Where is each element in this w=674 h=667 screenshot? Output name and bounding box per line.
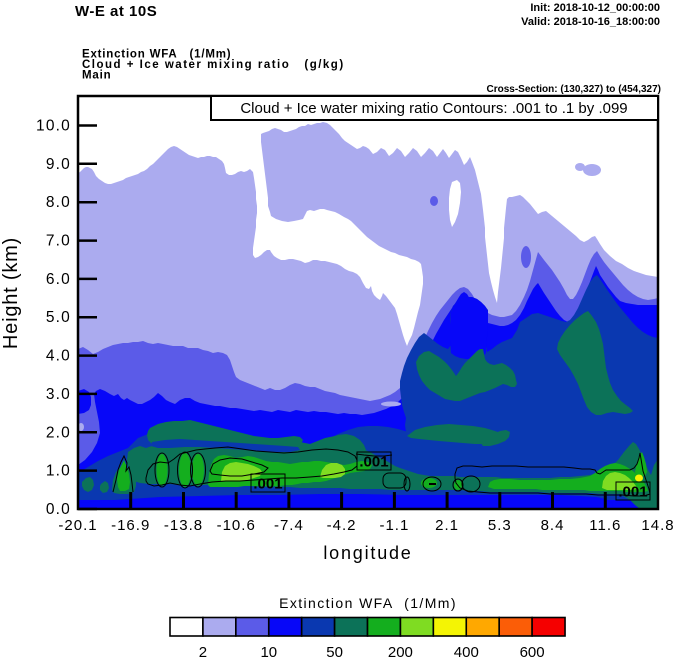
svg-text:longitude: longitude: [323, 543, 412, 563]
svg-text:-13.8: -13.8: [164, 517, 203, 534]
svg-text:2: 2: [199, 644, 207, 661]
svg-text:Cloud + Ice water mixing ratio: Cloud + Ice water mixing ratio (g/kg): [82, 59, 345, 71]
svg-text:-7.4: -7.4: [274, 517, 304, 534]
svg-text:Valid: 2018-10-16_18:00:00: Valid: 2018-10-16_18:00:00: [521, 16, 660, 28]
svg-text:0.0: 0.0: [46, 501, 71, 518]
svg-text:5.3: 5.3: [488, 517, 512, 534]
svg-text:Cloud + Ice water mixing ratio: Cloud + Ice water mixing ratio Contours:…: [240, 100, 627, 117]
svg-text:Height (km): Height (km): [0, 237, 22, 349]
svg-text:4.0: 4.0: [46, 348, 71, 365]
svg-text:.001: .001: [618, 484, 647, 501]
svg-text:10: 10: [260, 644, 277, 661]
svg-text:-16.9: -16.9: [111, 517, 150, 534]
svg-text:5.0: 5.0: [46, 309, 71, 326]
svg-text:8.4: 8.4: [541, 517, 565, 534]
svg-text:10.0: 10.0: [36, 118, 71, 135]
svg-text:400: 400: [454, 644, 479, 661]
svg-text:7.0: 7.0: [46, 233, 71, 250]
svg-text:Init: 2018-10-12_00:00:00: Init: 2018-10-12_00:00:00: [530, 2, 660, 14]
svg-text:-10.6: -10.6: [217, 517, 256, 534]
svg-text:50: 50: [326, 644, 343, 661]
svg-text:.001: .001: [253, 476, 282, 493]
svg-text:.001: .001: [359, 454, 388, 471]
svg-text:200: 200: [388, 644, 413, 661]
svg-text:11.6: 11.6: [589, 517, 621, 534]
svg-text:3.0: 3.0: [46, 386, 71, 403]
svg-text:8.0: 8.0: [46, 194, 71, 211]
svg-text:9.0: 9.0: [46, 156, 71, 173]
svg-text:W-E at 10S: W-E at 10S: [75, 3, 157, 20]
svg-text:2.0: 2.0: [46, 424, 71, 441]
svg-text:2.1: 2.1: [435, 517, 459, 534]
svg-text:Main: Main: [82, 70, 111, 82]
svg-text:Cross-Section: (130,327) to (4: Cross-Section: (130,327) to (454,327): [486, 84, 661, 95]
svg-text:-4.2: -4.2: [327, 517, 357, 534]
svg-text:Extinction WFA (1/Mm): Extinction WFA (1/Mm): [279, 595, 457, 611]
svg-text:-20.1: -20.1: [58, 517, 97, 534]
svg-text:1.0: 1.0: [46, 463, 71, 480]
svg-text:6.0: 6.0: [46, 271, 71, 288]
svg-text:Extinction WFA (1/Mm): Extinction WFA (1/Mm): [82, 49, 231, 61]
svg-text:14.8: 14.8: [641, 517, 674, 534]
svg-text:600: 600: [520, 644, 545, 661]
svg-text:-1.1: -1.1: [379, 517, 409, 534]
